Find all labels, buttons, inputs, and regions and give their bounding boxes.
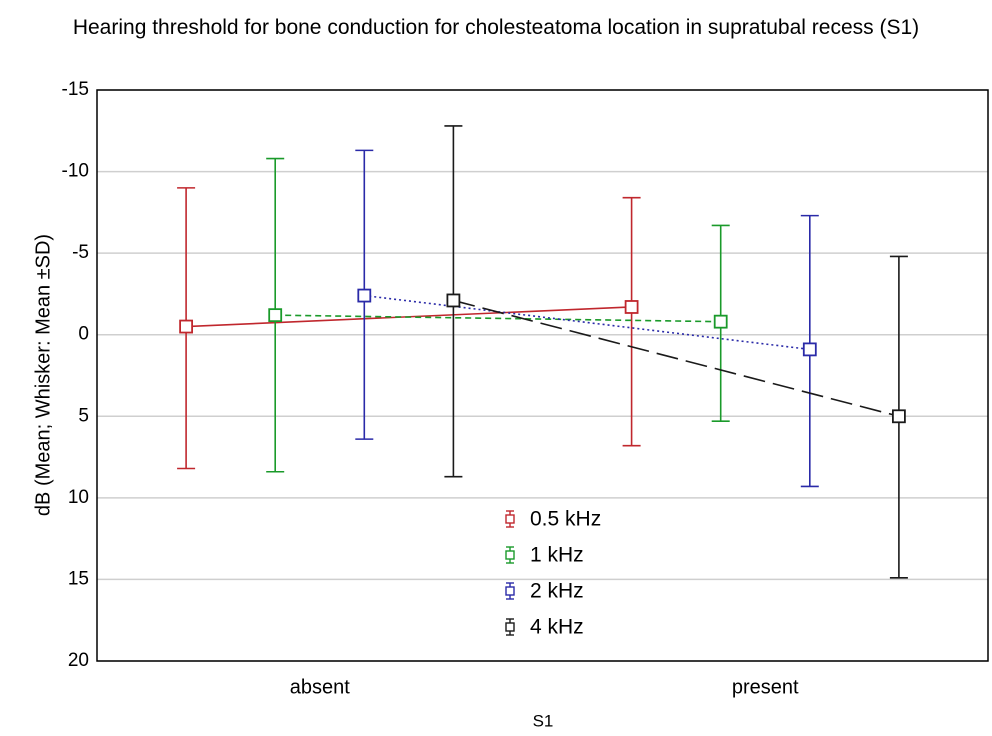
y-tick-label: -5	[72, 242, 89, 263]
plot-frame	[96, 89, 989, 662]
mean-marker	[357, 288, 372, 303]
legend-item: 4 kHz	[505, 616, 584, 639]
y-tick-label: 10	[68, 487, 89, 508]
legend-item: 0.5 kHz	[505, 508, 601, 531]
mean-marker	[892, 409, 906, 424]
y-tick-label: 20	[68, 650, 89, 671]
legend-label: 4 kHz	[530, 616, 584, 639]
legend-marker	[505, 622, 515, 632]
series-line	[364, 294, 810, 351]
y-tick-label: 0	[78, 324, 89, 345]
y-tick-label: -10	[62, 161, 89, 182]
y-tick-label: 15	[68, 568, 89, 589]
mean-marker	[179, 319, 194, 334]
legend-item: 2 kHz	[505, 580, 584, 603]
mean-marker	[802, 342, 817, 357]
mean-marker	[446, 293, 461, 308]
mean-marker	[624, 300, 639, 314]
mean-marker	[713, 314, 728, 329]
legend-marker	[505, 586, 515, 596]
legend-label: 2 kHz	[530, 580, 584, 603]
chart-title: Hearing threshold for bone conduction fo…	[72, 16, 920, 39]
legend-marker	[505, 550, 515, 560]
series-line	[453, 299, 900, 418]
legend-label: 0.5 kHz	[530, 508, 601, 531]
legend-marker	[505, 514, 515, 524]
series-line	[275, 314, 721, 323]
x-tick-label: present	[732, 676, 799, 698]
mean-marker	[268, 308, 283, 323]
x-axis-label: S1	[533, 711, 554, 730]
y-tick-label: -15	[62, 79, 89, 100]
legend-item: 1 kHz	[505, 544, 584, 567]
legend-label: 1 kHz	[530, 544, 584, 567]
y-axis-label: dB (Mean; Whisker: Mean ±SD)	[32, 234, 54, 516]
y-tick-label: 5	[78, 405, 89, 426]
x-tick-label: absent	[290, 676, 350, 698]
